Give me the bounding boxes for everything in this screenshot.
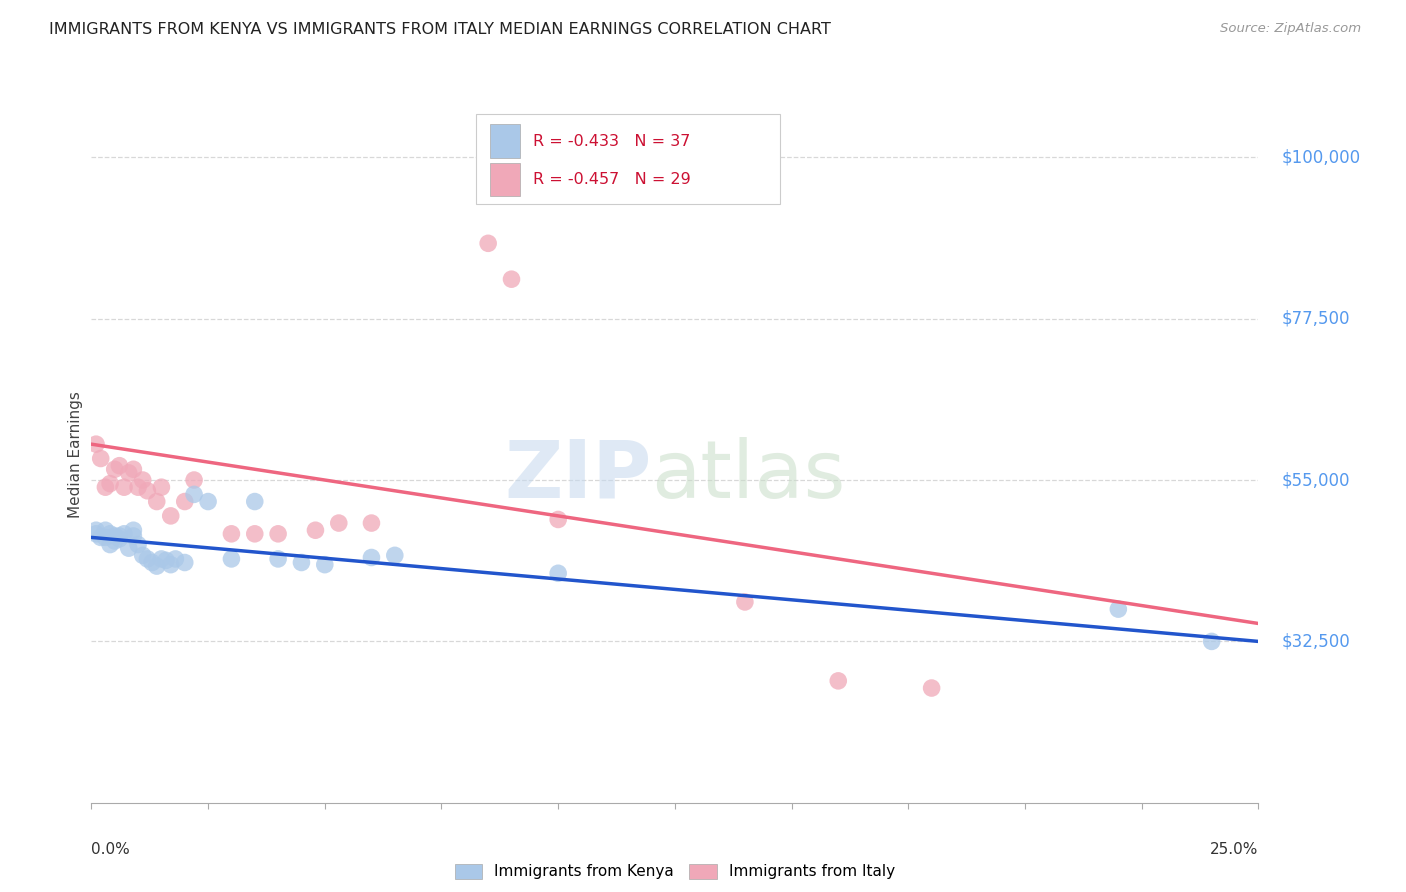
Point bbox=[90, 530, 112, 544]
Text: 25.0%: 25.0% bbox=[1211, 842, 1258, 856]
Point bbox=[328, 516, 350, 530]
Point bbox=[104, 533, 127, 548]
Point bbox=[94, 523, 117, 537]
Point bbox=[118, 541, 141, 556]
Point bbox=[112, 526, 135, 541]
Text: $77,500: $77,500 bbox=[1282, 310, 1350, 327]
Point bbox=[127, 480, 149, 494]
Point bbox=[84, 437, 107, 451]
Point bbox=[145, 494, 167, 508]
Point bbox=[136, 552, 159, 566]
Point bbox=[173, 494, 195, 508]
Point bbox=[314, 558, 336, 572]
Text: IMMIGRANTS FROM KENYA VS IMMIGRANTS FROM ITALY MEDIAN EARNINGS CORRELATION CHART: IMMIGRANTS FROM KENYA VS IMMIGRANTS FROM… bbox=[49, 22, 831, 37]
Point bbox=[827, 673, 849, 688]
Point bbox=[547, 566, 569, 581]
Point bbox=[136, 483, 159, 498]
Text: Source: ZipAtlas.com: Source: ZipAtlas.com bbox=[1220, 22, 1361, 36]
Point bbox=[304, 523, 326, 537]
Point bbox=[98, 476, 121, 491]
Point bbox=[150, 552, 173, 566]
FancyBboxPatch shape bbox=[477, 114, 780, 204]
Text: $100,000: $100,000 bbox=[1282, 148, 1361, 166]
Point bbox=[1201, 634, 1223, 648]
Point bbox=[159, 508, 181, 523]
Text: ZIP: ZIP bbox=[505, 437, 651, 515]
Point bbox=[112, 480, 135, 494]
Text: atlas: atlas bbox=[651, 437, 846, 515]
Point bbox=[122, 462, 145, 476]
Point bbox=[267, 526, 290, 541]
Point bbox=[243, 494, 266, 508]
Point bbox=[98, 538, 121, 552]
Point bbox=[94, 530, 117, 544]
Text: R = -0.433   N = 37: R = -0.433 N = 37 bbox=[533, 134, 690, 149]
Point bbox=[108, 532, 131, 546]
Point bbox=[127, 538, 149, 552]
Point bbox=[104, 529, 127, 543]
Point bbox=[145, 559, 167, 574]
Point bbox=[108, 458, 131, 473]
Point bbox=[84, 526, 107, 541]
Point bbox=[159, 558, 181, 572]
Point bbox=[108, 529, 131, 543]
Point bbox=[547, 512, 569, 526]
Point bbox=[267, 552, 290, 566]
Text: R = -0.457   N = 29: R = -0.457 N = 29 bbox=[533, 172, 690, 187]
Point bbox=[132, 549, 155, 563]
Point bbox=[1107, 602, 1129, 616]
Point bbox=[84, 523, 107, 537]
Legend: Immigrants from Kenya, Immigrants from Italy: Immigrants from Kenya, Immigrants from I… bbox=[449, 858, 901, 886]
Point bbox=[243, 526, 266, 541]
Point bbox=[90, 451, 112, 466]
Point bbox=[290, 556, 312, 570]
Point bbox=[94, 480, 117, 494]
Point bbox=[122, 523, 145, 537]
Point bbox=[141, 556, 163, 570]
Point bbox=[132, 473, 155, 487]
Point bbox=[118, 466, 141, 480]
Text: $32,500: $32,500 bbox=[1282, 632, 1350, 650]
Point bbox=[477, 236, 499, 251]
Point bbox=[221, 552, 243, 566]
Text: $55,000: $55,000 bbox=[1282, 471, 1350, 489]
Point bbox=[501, 272, 523, 286]
Point bbox=[183, 473, 205, 487]
Y-axis label: Median Earnings: Median Earnings bbox=[67, 392, 83, 518]
Point bbox=[197, 494, 219, 508]
Point bbox=[734, 595, 756, 609]
Point bbox=[122, 529, 145, 543]
Point bbox=[921, 681, 943, 695]
Point bbox=[360, 516, 382, 530]
Point bbox=[360, 550, 382, 565]
Text: 0.0%: 0.0% bbox=[91, 842, 131, 856]
Point bbox=[221, 526, 243, 541]
FancyBboxPatch shape bbox=[491, 162, 520, 196]
FancyBboxPatch shape bbox=[491, 124, 520, 158]
Point bbox=[98, 526, 121, 541]
Point bbox=[155, 553, 177, 567]
Point bbox=[183, 487, 205, 501]
Point bbox=[165, 552, 187, 566]
Point bbox=[173, 556, 195, 570]
Point bbox=[104, 462, 127, 476]
Point bbox=[150, 480, 173, 494]
Point bbox=[384, 549, 406, 563]
